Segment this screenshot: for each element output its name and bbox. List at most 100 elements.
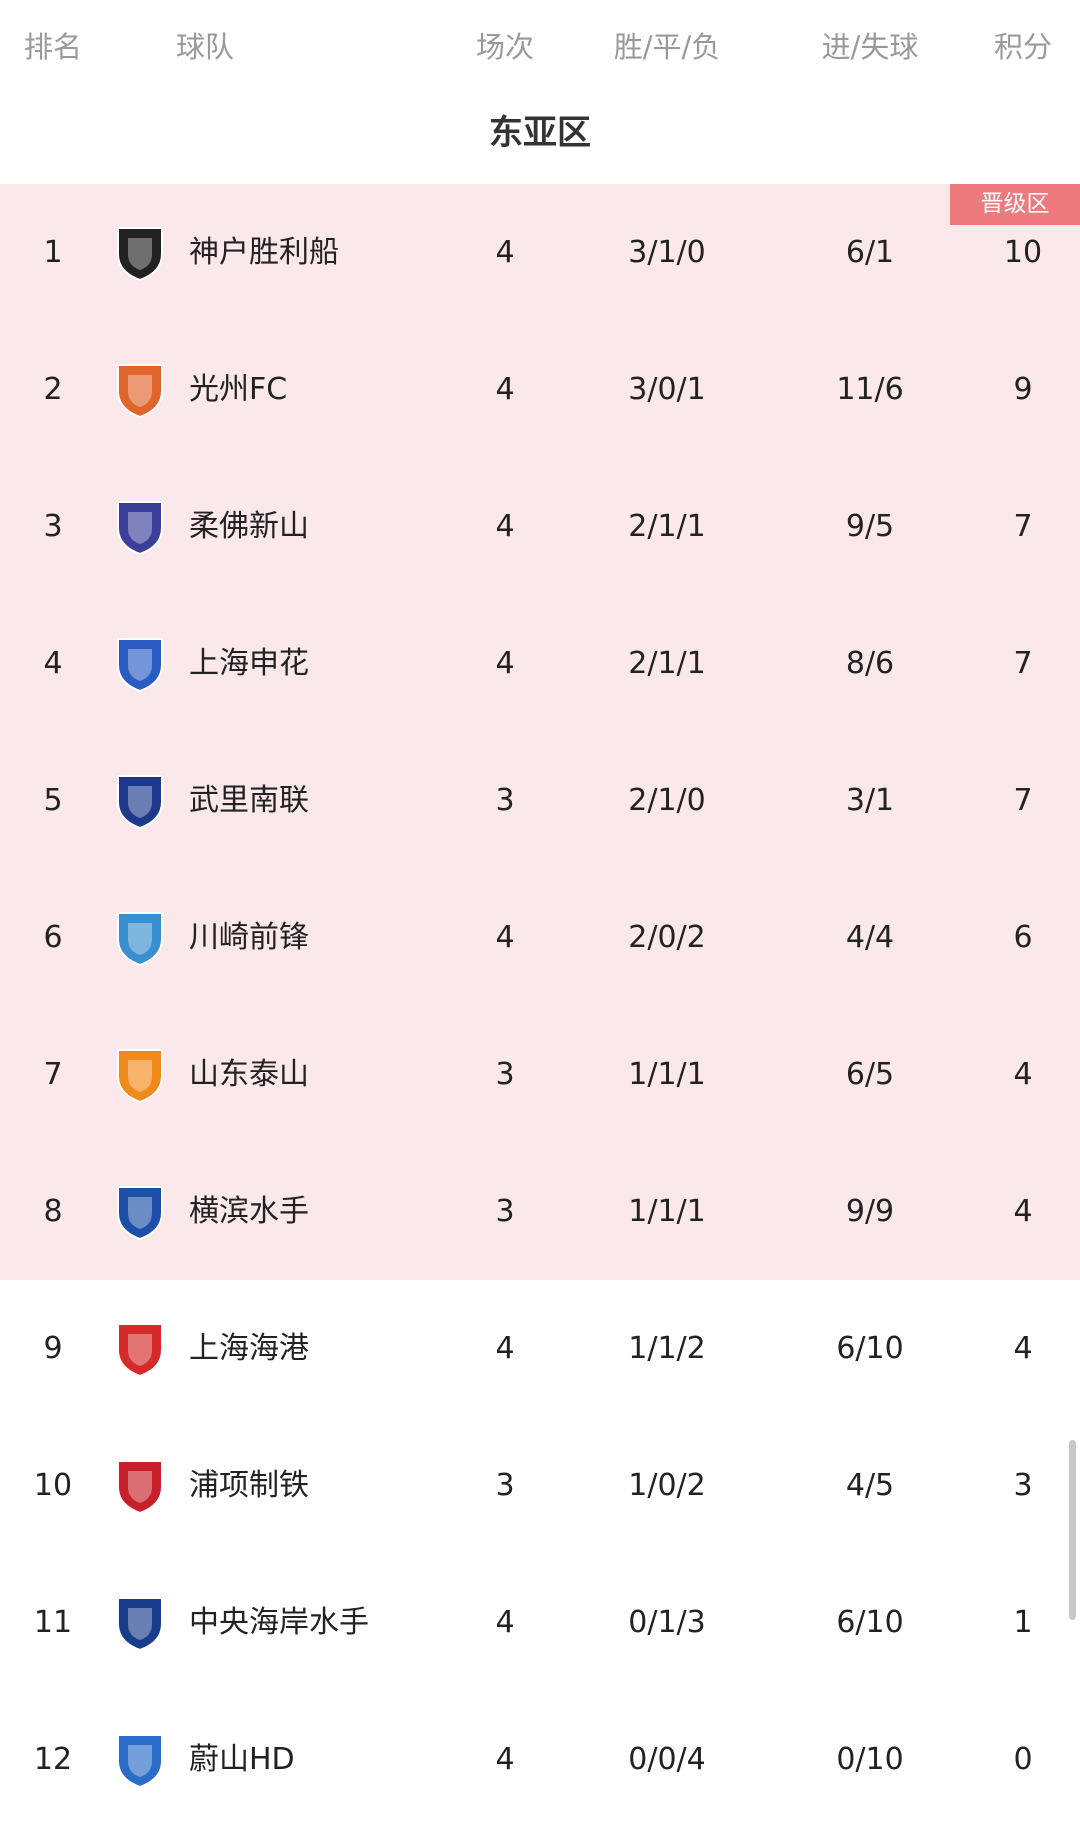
goals-cell: 6/5 bbox=[845, 1057, 895, 1092]
team-name[interactable]: 光州FC bbox=[189, 372, 288, 407]
table-row[interactable]: 9 4 1/1/2 6/10 4 上海海港 bbox=[0, 1280, 1080, 1417]
wdl-cell: 2/1/1 bbox=[628, 509, 706, 544]
played-cell: 4 bbox=[495, 646, 515, 681]
goals-cell: 6/10 bbox=[836, 1605, 904, 1640]
goals-cell: 8/6 bbox=[845, 646, 895, 681]
scrollbar[interactable] bbox=[1069, 1440, 1076, 1620]
rank-cell: 10 bbox=[33, 1468, 73, 1503]
played-cell: 4 bbox=[495, 1331, 515, 1366]
rank-cell: 5 bbox=[43, 783, 63, 818]
table-row[interactable]: 6 4 2/0/2 4/4 6 川崎前锋 bbox=[0, 869, 1080, 1006]
rank-cell: 7 bbox=[43, 1057, 63, 1092]
wdl-cell: 1/1/2 bbox=[628, 1331, 706, 1366]
wdl-cell: 1/1/1 bbox=[628, 1057, 706, 1092]
header-points: 积分 bbox=[993, 30, 1053, 64]
table-row[interactable]: 5 3 2/1/0 3/1 7 武里南联 bbox=[0, 732, 1080, 869]
header-team: 球队 bbox=[175, 30, 235, 64]
ulsan-hd-logo-icon bbox=[110, 1729, 170, 1791]
points-cell: 10 bbox=[1003, 235, 1043, 270]
header-wdl: 胜/平/负 bbox=[613, 30, 721, 64]
points-cell: 9 bbox=[1013, 372, 1033, 407]
team-name[interactable]: 神户胜利船 bbox=[189, 235, 339, 270]
played-cell: 4 bbox=[495, 372, 515, 407]
rank-cell: 1 bbox=[43, 235, 63, 270]
played-cell: 3 bbox=[495, 783, 515, 818]
wdl-cell: 1/1/1 bbox=[628, 1194, 706, 1229]
wdl-cell: 2/1/0 bbox=[628, 783, 706, 818]
points-cell: 6 bbox=[1013, 920, 1033, 955]
promotion-zone bbox=[0, 184, 1080, 1280]
played-cell: 4 bbox=[495, 1605, 515, 1640]
played-cell: 4 bbox=[495, 920, 515, 955]
played-cell: 4 bbox=[495, 509, 515, 544]
central-coast-mariners-logo-icon bbox=[110, 1592, 170, 1654]
points-cell: 4 bbox=[1013, 1194, 1033, 1229]
goals-cell: 0/10 bbox=[836, 1742, 904, 1777]
yokohama-marinos-logo-icon bbox=[110, 1181, 170, 1243]
table-row[interactable]: 3 4 2/1/1 9/5 7 柔佛新山 bbox=[0, 458, 1080, 595]
rank-cell: 3 bbox=[43, 509, 63, 544]
team-name[interactable]: 中央海岸水手 bbox=[189, 1605, 369, 1640]
goals-cell: 4/4 bbox=[845, 920, 895, 955]
team-name[interactable]: 上海海港 bbox=[189, 1331, 309, 1366]
table-row[interactable]: 8 3 1/1/1 9/9 4 横滨水手 bbox=[0, 1143, 1080, 1280]
table-row[interactable]: 2 4 3/0/1 11/6 9 光州FC bbox=[0, 321, 1080, 458]
points-cell: 4 bbox=[1013, 1331, 1033, 1366]
table-row[interactable]: 11 4 0/1/3 6/10 1 中央海岸水手 bbox=[0, 1554, 1080, 1691]
wdl-cell: 2/1/1 bbox=[628, 646, 706, 681]
points-cell: 7 bbox=[1013, 646, 1033, 681]
played-cell: 3 bbox=[495, 1194, 515, 1229]
rank-cell: 6 bbox=[43, 920, 63, 955]
points-cell: 7 bbox=[1013, 509, 1033, 544]
points-cell: 0 bbox=[1013, 1742, 1033, 1777]
wdl-cell: 1/0/2 bbox=[628, 1468, 706, 1503]
wdl-cell: 2/0/2 bbox=[628, 920, 706, 955]
goals-cell: 9/5 bbox=[845, 509, 895, 544]
promotion-badge: 晋级区 bbox=[950, 184, 1080, 225]
points-cell: 3 bbox=[1013, 1468, 1033, 1503]
pohang-steelers-logo-icon bbox=[110, 1455, 170, 1517]
goals-cell: 9/9 bbox=[845, 1194, 895, 1229]
wdl-cell: 0/1/3 bbox=[628, 1605, 706, 1640]
header-rank: 排名 bbox=[23, 30, 83, 64]
vissel-kobe-logo-icon bbox=[110, 222, 170, 284]
table-row[interactable]: 1 4 3/1/0 6/1 10 神户胜利船 bbox=[0, 184, 1080, 321]
played-cell: 4 bbox=[495, 1742, 515, 1777]
team-name[interactable]: 川崎前锋 bbox=[189, 920, 309, 955]
johor-darul-tazim-logo-icon bbox=[110, 496, 170, 558]
team-name[interactable]: 上海申花 bbox=[189, 646, 309, 681]
goals-cell: 4/5 bbox=[845, 1468, 895, 1503]
rank-cell: 4 bbox=[43, 646, 63, 681]
team-name[interactable]: 武里南联 bbox=[189, 783, 309, 818]
table-row[interactable]: 12 4 0/0/4 0/10 0 蔚山HD bbox=[0, 1691, 1080, 1828]
goals-cell: 6/10 bbox=[836, 1331, 904, 1366]
rank-cell: 8 bbox=[43, 1194, 63, 1229]
played-cell: 3 bbox=[495, 1057, 515, 1092]
team-name[interactable]: 蔚山HD bbox=[189, 1742, 295, 1777]
header-goals: 进/失球 bbox=[821, 30, 919, 64]
points-cell: 4 bbox=[1013, 1057, 1033, 1092]
team-name[interactable]: 浦项制铁 bbox=[189, 1468, 309, 1503]
team-name[interactable]: 柔佛新山 bbox=[189, 509, 309, 544]
rank-cell: 12 bbox=[33, 1742, 73, 1777]
table-row[interactable]: 4 4 2/1/1 8/6 7 上海申花 bbox=[0, 595, 1080, 732]
shanghai-port-logo-icon bbox=[110, 1318, 170, 1380]
goals-cell: 6/1 bbox=[845, 235, 895, 270]
rank-cell: 11 bbox=[33, 1605, 73, 1640]
shanghai-shenhua-logo-icon bbox=[110, 633, 170, 695]
buriram-united-logo-icon bbox=[110, 770, 170, 832]
played-cell: 3 bbox=[495, 1468, 515, 1503]
points-cell: 7 bbox=[1013, 783, 1033, 818]
table-row[interactable]: 7 3 1/1/1 6/5 4 山东泰山 bbox=[0, 1006, 1080, 1143]
team-name[interactable]: 横滨水手 bbox=[189, 1194, 309, 1229]
table-row[interactable]: 10 3 1/0/2 4/5 3 浦项制铁 bbox=[0, 1417, 1080, 1554]
header-played: 场次 bbox=[475, 30, 535, 64]
group-title: 东亚区 bbox=[489, 113, 591, 153]
shandong-taishan-logo-icon bbox=[110, 1044, 170, 1106]
team-name[interactable]: 山东泰山 bbox=[189, 1057, 309, 1092]
goals-cell: 11/6 bbox=[836, 372, 904, 407]
played-cell: 4 bbox=[495, 235, 515, 270]
wdl-cell: 3/1/0 bbox=[628, 235, 706, 270]
goals-cell: 3/1 bbox=[845, 783, 895, 818]
wdl-cell: 0/0/4 bbox=[628, 1742, 706, 1777]
